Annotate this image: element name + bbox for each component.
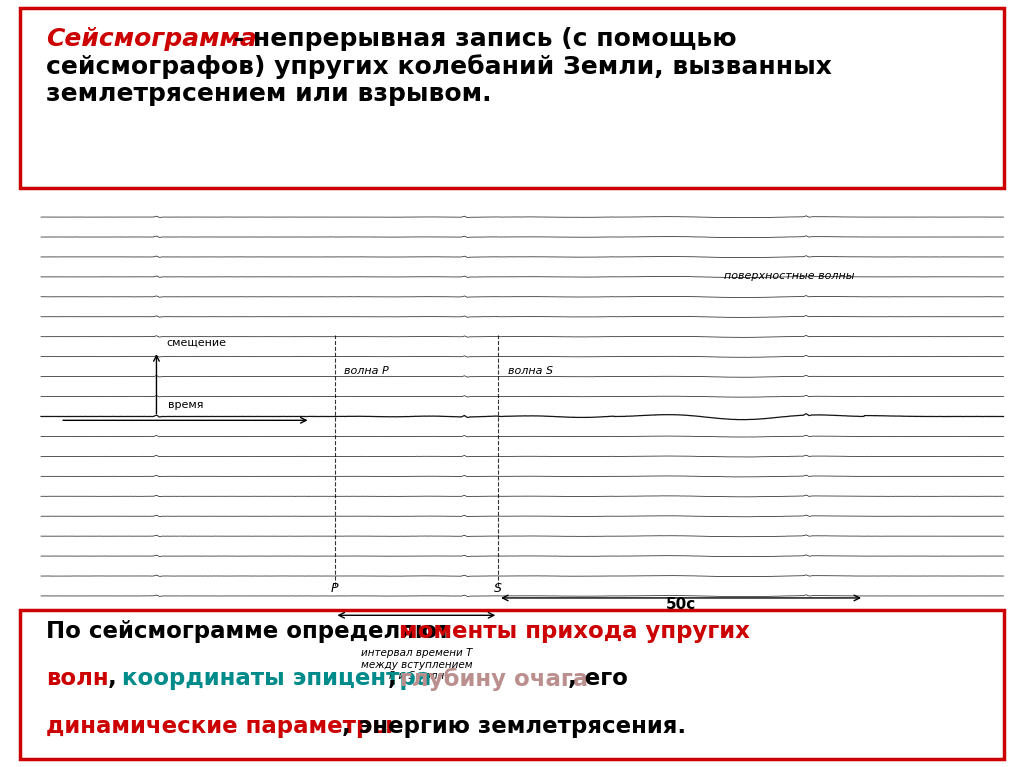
Text: S: S xyxy=(495,582,502,595)
Text: волна S: волна S xyxy=(508,367,553,377)
Text: время: время xyxy=(168,400,203,410)
Text: смещение: смещение xyxy=(167,337,226,347)
Text: координаты эпицентра: координаты эпицентра xyxy=(122,667,431,690)
Text: моменты прихода упругих: моменты прихода упругих xyxy=(399,620,751,643)
Text: сейсмографов) упругих колебаний Земли, вызванных: сейсмографов) упругих колебаний Земли, в… xyxy=(46,54,831,79)
Text: P: P xyxy=(331,582,338,595)
Text: , энергию землетрясения.: , энергию землетрясения. xyxy=(342,715,686,738)
Text: волн: волн xyxy=(46,667,109,690)
Text: глубину очага: глубину очага xyxy=(400,667,589,691)
Text: - непрерывная запись (с помощью: - непрерывная запись (с помощью xyxy=(225,27,737,51)
FancyBboxPatch shape xyxy=(20,610,1004,759)
FancyBboxPatch shape xyxy=(20,8,1004,188)
Text: , его: , его xyxy=(568,667,628,690)
Text: динамические параметры: динамические параметры xyxy=(46,715,393,738)
Text: интервал времени Т
между вступлением
P и S волн: интервал времени Т между вступлением P и… xyxy=(360,648,472,681)
Text: Сейсмограмма: Сейсмограмма xyxy=(46,27,257,51)
Text: ,: , xyxy=(108,667,124,690)
Text: землетрясением или взрывом.: землетрясением или взрывом. xyxy=(46,82,492,106)
Text: поверхностные волны: поверхностные волны xyxy=(724,271,855,281)
Text: По сейсмограмме определяют: По сейсмограмме определяют xyxy=(46,620,459,643)
Text: ,: , xyxy=(388,667,404,690)
Text: волна P: волна P xyxy=(344,367,389,377)
Text: 50с: 50с xyxy=(666,597,696,613)
